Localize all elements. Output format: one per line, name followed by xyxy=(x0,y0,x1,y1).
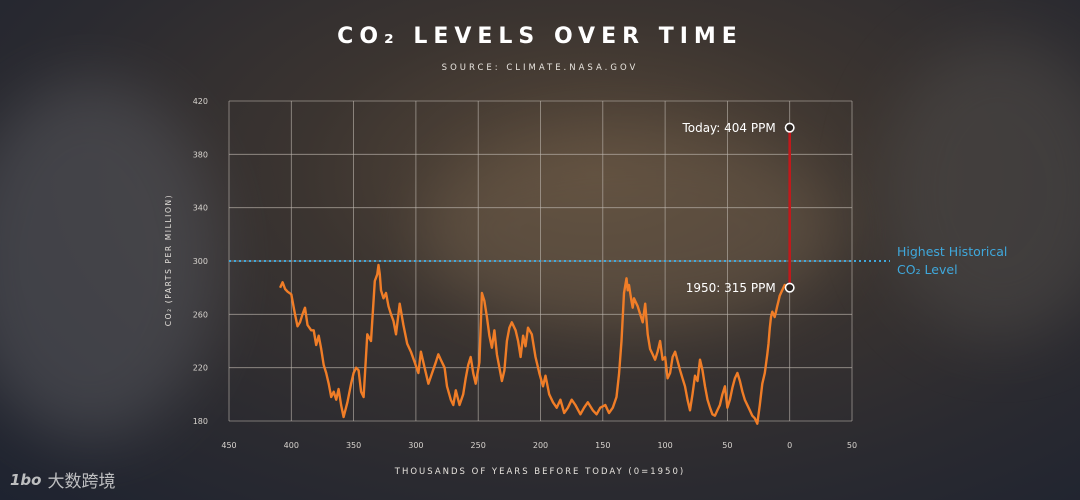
watermark: 1bo 大数跨境 xyxy=(10,467,116,493)
x-tick-label: 300 xyxy=(408,441,423,450)
annotation-marker xyxy=(784,122,795,133)
x-tick-label: 400 xyxy=(284,441,299,450)
x-tick-label: 350 xyxy=(346,441,361,450)
smoke-left xyxy=(0,80,220,440)
x-tick-label: 250 xyxy=(471,441,486,450)
x-tick-label: 50 xyxy=(722,441,732,450)
y-tick-label: 420 xyxy=(193,97,208,106)
annotation-label: Today: 404 PPM xyxy=(681,121,775,135)
x-tick-label: 450 xyxy=(221,441,236,450)
chart-source: SOURCE: CLIMATE.NASA.GOV xyxy=(441,63,639,73)
y-tick-label: 380 xyxy=(193,150,208,159)
annotation-label: 1950: 315 PPM xyxy=(686,281,776,295)
y-tick-label: 260 xyxy=(193,310,208,319)
y-axis-ticks: 180 220 260 300 340 380 420 xyxy=(193,97,208,426)
watermark-text: 大数跨境 xyxy=(47,472,116,492)
x-tick-label: 0 xyxy=(787,441,792,450)
x-tick-label: 200 xyxy=(533,441,548,450)
series-line-historical xyxy=(279,263,791,425)
x-tick-label: 150 xyxy=(595,441,610,450)
y-tick-label: 340 xyxy=(193,204,208,213)
chart-title: CO₂ LEVELS OVER TIME xyxy=(337,24,743,49)
y-tick-label: 220 xyxy=(193,364,208,373)
x-axis-label: THOUSANDS OF YEARS BEFORE TODAY (0=1950) xyxy=(394,467,685,477)
y-tick-label: 180 xyxy=(193,417,208,426)
x-tick-label: 50 xyxy=(847,441,857,450)
y-tick-label: 300 xyxy=(193,257,208,266)
smoke-right xyxy=(880,40,1080,340)
reference-label-line2: CO₂ Level xyxy=(897,262,958,277)
y-axis-label: CO₂ (PARTS PER MILLION) xyxy=(164,194,173,326)
reference-label-line1: Highest Historical xyxy=(897,244,1007,259)
x-tick-label: 100 xyxy=(657,441,672,450)
annotation-marker xyxy=(784,282,795,293)
grid xyxy=(228,100,853,422)
annotations: Today: 404 PPM 1950: 315 PPM xyxy=(681,121,795,295)
watermark-logo: 1bo xyxy=(10,470,42,489)
x-axis-ticks: 450 400 350 300 250 200 150 100 50 0 50 xyxy=(221,441,857,450)
